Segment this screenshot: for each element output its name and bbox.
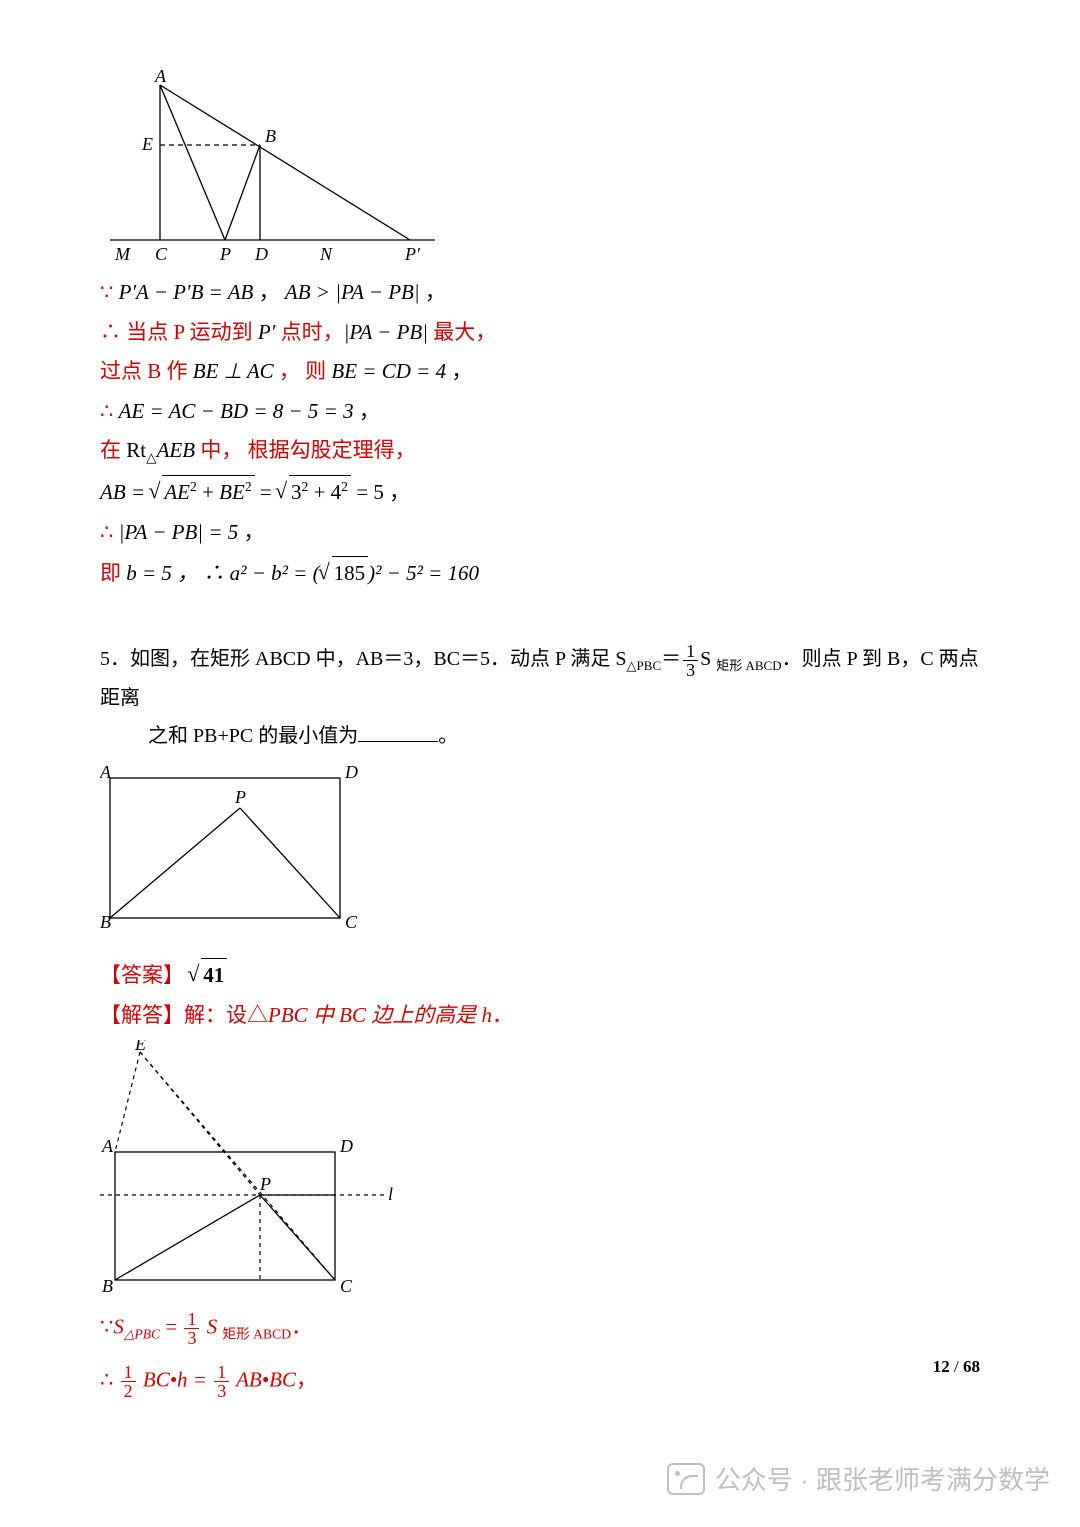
svg-text:B: B: [265, 126, 276, 146]
content: A B E M C P D N P′ ∵ P′A − P′B = AB ， AB…: [100, 70, 980, 1400]
svg-text:B: B: [100, 912, 111, 932]
svg-text:P: P: [259, 1174, 271, 1194]
wechat-icon: [667, 1463, 705, 1495]
watermark: 公众号 · 跟张老师考满分数学: [667, 1460, 1050, 1497]
svg-text:E: E: [134, 1040, 146, 1054]
svg-text:D: D: [254, 244, 268, 264]
solution-label: 【解答】解：设△PBC 中 BC 边上的高是 h．: [100, 999, 980, 1033]
svg-text:A: A: [154, 70, 167, 86]
svg-text:P: P: [234, 787, 246, 807]
svg-text:D: D: [344, 763, 358, 782]
figure-rect-abcd: A D B C P: [100, 763, 360, 933]
answer-label: 【答案】 41: [100, 958, 980, 993]
p4-line4: ∴ AE = AC − BD = 8 − 5 = 3 ，: [100, 395, 980, 429]
page: A B E M C P D N P′ ∵ P′A − P′B = AB ， AB…: [0, 0, 1080, 1527]
p4-line7: ∴ |PA − PB| = 5 ，: [100, 516, 980, 550]
p4-line3: 过点 B 作 BE ⊥ AC ， 则 BE = CD = 4 ，: [100, 355, 980, 389]
svg-text:A: A: [101, 1136, 114, 1156]
p5-line1: ∵S△PBC = 13 S 矩形 ABCD．: [100, 1310, 980, 1347]
page-number: 12 / 68: [933, 1357, 980, 1377]
svg-text:A: A: [100, 763, 112, 782]
svg-text:l: l: [388, 1184, 393, 1204]
svg-text:D: D: [339, 1136, 353, 1156]
svg-text:N: N: [319, 244, 333, 264]
p4-line5: 在 Rt△AEB 中， 根据勾股定理得，: [100, 434, 980, 469]
svg-text:P: P: [219, 244, 231, 264]
p4-line6: AB = AE2 + BE2 = 32 + 42 = 5 ，: [100, 475, 980, 510]
svg-text:C: C: [345, 912, 358, 932]
svg-text:C: C: [340, 1276, 353, 1296]
svg-text:M: M: [114, 244, 131, 264]
p4-line2: ∴ 当点 P 运动到 P′ 点时，|PA − PB| 最大，: [100, 316, 980, 350]
figure-solution: E A D B C P l: [100, 1040, 400, 1300]
svg-text:C: C: [155, 244, 168, 264]
svg-text:E: E: [141, 134, 153, 154]
answer-blank: [358, 721, 438, 742]
p5-line2: ∴ 12 BC•h = 13 AB•BC，: [100, 1363, 980, 1400]
figure-triangle-apb: A B E M C P D N P′: [100, 70, 440, 270]
watermark-text: 公众号 · 跟张老师考满分数学: [715, 1460, 1050, 1497]
p4-line8: 即 b = 5 ， ∴ a² − b² = (185)² − 5² = 160: [100, 556, 980, 591]
p4-line1: ∵ P′A − P′B = AB ， AB > |PA − PB| ，: [100, 276, 980, 310]
svg-text:B: B: [102, 1276, 113, 1296]
svg-text:P′: P′: [404, 244, 421, 264]
problem-5: 5．如图，在矩形 ABCD 中，AB＝3，BC＝5．动点 P 满足 S△PBC＝…: [100, 640, 980, 755]
